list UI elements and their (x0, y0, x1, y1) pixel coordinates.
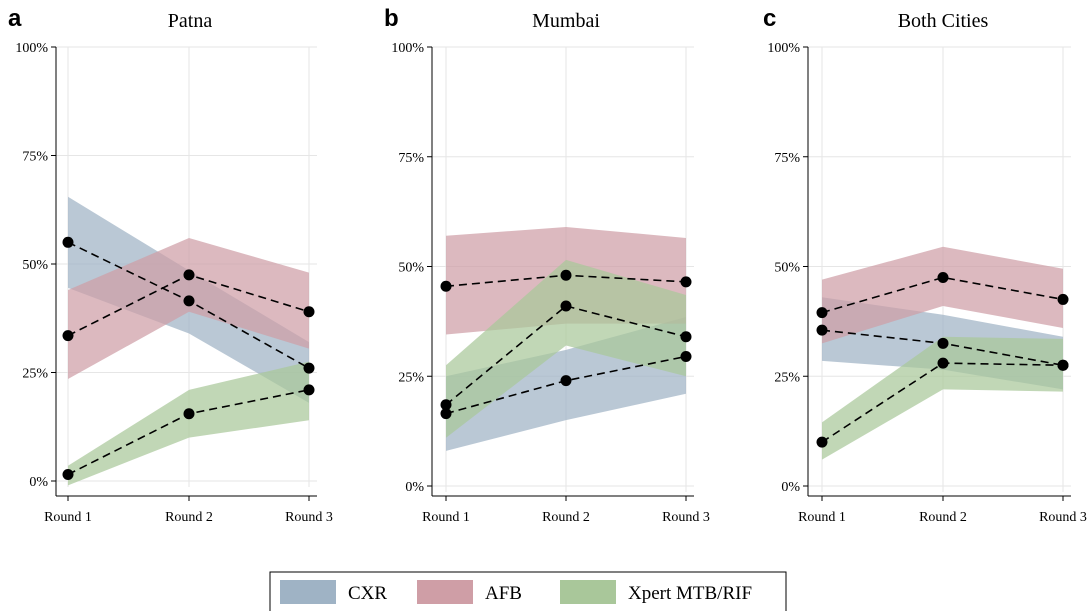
panel-a: a Patna 0% 25% 50% 75% 100% Round 1 Round 2 Round… (8, 5, 333, 525)
x-tick-label: Round 1 (798, 510, 846, 525)
point-xpert (303, 384, 315, 396)
x-tick-label: Round 1 (422, 510, 470, 525)
x-tick-label: Round 2 (919, 510, 967, 525)
point-xpert (937, 357, 949, 369)
y-tick-label: 50% (398, 261, 424, 276)
y-tick-label: 0% (781, 480, 800, 495)
panel-letter: a (8, 5, 22, 32)
y-tick-label: 25% (774, 370, 800, 385)
y-tick-label: 100% (391, 41, 424, 56)
legend: CXR AFB Xpert MTB/RIF (269, 571, 787, 611)
legend-label-afb: AFB (485, 583, 522, 604)
point-afb (303, 306, 315, 318)
band-xpert (822, 336, 1063, 460)
y-tick-label: 50% (22, 258, 48, 273)
point-afb (62, 330, 74, 342)
band-afb (822, 246, 1063, 344)
panel-title: Both Cities (898, 10, 989, 32)
series-line-xpert (445, 305, 687, 406)
panel-title: Mumbai (532, 10, 600, 32)
point-xpert (440, 399, 452, 411)
x-tick-label: Round 2 (165, 510, 213, 525)
point-xpert (62, 468, 74, 480)
x-tick-label: Round 2 (542, 510, 590, 525)
point-xpert (816, 436, 828, 448)
y-tick-label: 0% (405, 480, 424, 495)
x-tick-label: Round 3 (662, 510, 710, 525)
y-tick-label: 75% (398, 151, 424, 166)
y-tick-label: 100% (767, 41, 800, 56)
series-line-afb (821, 276, 1064, 314)
point-cxr (560, 375, 572, 387)
point-cxr (440, 408, 452, 420)
point-afb (680, 276, 692, 288)
point-afb (1057, 293, 1069, 305)
y-tick-label: 25% (398, 370, 424, 385)
point-afb (183, 269, 195, 281)
point-cxr (62, 236, 74, 248)
panel-title: Patna (168, 10, 213, 32)
point-afb (937, 271, 949, 283)
point-afb (560, 269, 572, 281)
panels: a Patna 0% 25% 50% 75% 100% Round 1 Round 2 Round… (8, 5, 1087, 525)
point-cxr (937, 337, 949, 349)
y-tick-label: 0% (29, 475, 48, 490)
legend-swatch-afb (417, 580, 473, 604)
y-tick-label: 50% (774, 261, 800, 276)
point-cxr (816, 324, 828, 336)
y-tick-label: 75% (774, 151, 800, 166)
legend-swatch-cxr (280, 580, 336, 604)
x-tick-label: Round 1 (44, 510, 92, 525)
point-xpert (560, 300, 572, 312)
panel-b: b Mumbai 0% 25% 50% 75% 100% Round 1 Round 2 Roun… (384, 5, 710, 525)
x-tick-label: Round 3 (285, 510, 333, 525)
panel-letter: c (763, 5, 776, 32)
panel-c: c Both Cities 0% 25% 50% 75% 100% Round 1 Round … (763, 5, 1087, 525)
panel-letter: b (384, 5, 399, 32)
band-xpert (68, 361, 309, 486)
point-cxr (680, 350, 692, 362)
x-tick-label: Round 3 (1039, 510, 1087, 525)
y-tick-label: 75% (22, 150, 48, 165)
y-tick-label: 100% (15, 41, 48, 56)
point-cxr (303, 362, 315, 374)
legend-frame (269, 571, 787, 611)
legend-swatch-xpert (560, 580, 616, 604)
point-afb (816, 307, 828, 319)
y-tick-label: 25% (22, 367, 48, 382)
band-afb (68, 237, 309, 380)
point-cxr (183, 295, 195, 307)
point-xpert (183, 408, 195, 420)
point-afb (440, 280, 452, 292)
legend-label-xpert: Xpert MTB/RIF (628, 583, 752, 604)
band-xpert (446, 259, 686, 438)
legend-label-cxr: CXR (348, 583, 387, 604)
point-xpert (680, 331, 692, 343)
point-xpert (1057, 359, 1069, 371)
